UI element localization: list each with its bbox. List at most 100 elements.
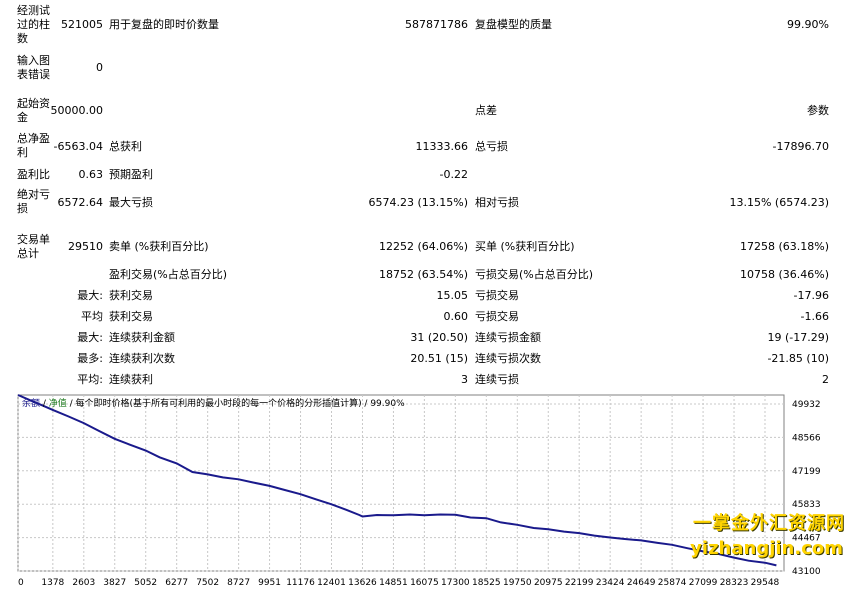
x-tick-label: 17300: [441, 578, 470, 588]
x-tick-label: 29548: [751, 578, 780, 588]
profit-factor-value: 0.63: [78, 168, 104, 181]
net-profit-value: -6563.04: [53, 140, 103, 153]
balance-series-line: [17, 394, 777, 567]
profit-factor-label: 盈利比: [17, 168, 50, 181]
average-loss-value: -1.66: [800, 310, 829, 323]
x-tick-label: 14851: [379, 578, 408, 588]
profit-trades-label: 盈利交易(%占总百分比): [109, 268, 228, 281]
average-loss-label: 亏损交易: [475, 310, 519, 323]
abs-drawdown-value: 6572.64: [57, 196, 104, 209]
x-tick-label: 9951: [258, 578, 281, 588]
y-tick-label: 44467: [792, 534, 821, 544]
gross-profit-label: 总获利: [109, 140, 142, 153]
total-trades-value: 29510: [68, 240, 103, 253]
loss-trades-value: 10758 (36.46%): [739, 268, 829, 281]
balance-chart: 49932 48566 47199 45833 44467 43100 0 1378 2603…: [17, 394, 821, 588]
max-prefix: 最大:: [77, 331, 103, 344]
gross-loss-value: -17896.70: [772, 140, 829, 153]
deposit-label: 起始资金: [17, 97, 50, 124]
max-consec-losses-label: 连续亏损金额: [475, 331, 541, 344]
y-tick-label: 43100: [792, 567, 821, 577]
x-tick-label: 6277: [165, 578, 188, 588]
abs-drawdown-label: 绝对亏损: [17, 188, 50, 215]
max-consec-losses-value: 19 (-17.29): [767, 331, 829, 344]
ticks-value: 587871786: [405, 18, 468, 31]
y-axis-ticks: 49932 48566 47199 45833 44467 43100: [792, 400, 821, 577]
mismatch-label: 输入图表错误: [17, 54, 50, 81]
x-tick-label: 20975: [534, 578, 563, 588]
x-tick-label: 22199: [565, 578, 594, 588]
x-tick-label: 27099: [689, 578, 718, 588]
short-trades-value: 12252 (64.06%): [378, 240, 468, 253]
x-tick-label: 23424: [596, 578, 625, 588]
long-trades-label: 买单 (%获利百分比): [475, 240, 575, 253]
x-tick-label: 25874: [658, 578, 687, 588]
mismatch-value: 0: [96, 61, 103, 74]
x-tick-label: 16075: [410, 578, 439, 588]
max-consec-loss-label: 连续亏损次数: [475, 352, 541, 365]
x-tick-label: 2603: [72, 578, 95, 588]
x-tick-label: 28323: [720, 578, 749, 588]
max-consec-profit-value: 20.51 (15): [410, 352, 468, 365]
grid: [17, 395, 784, 572]
spread-value: 参数: [807, 104, 829, 117]
avg-consec-wins-value: 3: [461, 373, 468, 386]
short-trades-label: 卖单 (%获利百分比): [109, 240, 209, 253]
x-tick-label: 13626: [348, 578, 377, 588]
net-profit-label: 总净盈利: [17, 132, 50, 159]
ticks-label: 用于复盘的即时价数量: [109, 18, 219, 31]
gross-loss-label: 总亏损: [475, 140, 508, 153]
rel-drawdown-value: 13.15% (6574.23): [729, 196, 829, 209]
x-tick-label: 19750: [503, 578, 532, 588]
avg-consec-wins-label: 连续获利: [109, 373, 153, 386]
x-tick-label: 18525: [472, 578, 501, 588]
largest-loss-label: 亏损交易: [475, 289, 519, 302]
y-tick-label: 47199: [792, 467, 821, 477]
quality-value: 99.90%: [787, 18, 829, 31]
chart-legend: 余额 / 净值 / 每个即时价格(基于所有可利用的最小时段的每一个价格的分形插值…: [22, 397, 405, 409]
avg-prefix: 平均:: [77, 373, 103, 386]
deposit-value: 50000.00: [50, 104, 104, 117]
expected-payoff-value: -0.22: [439, 168, 468, 181]
x-tick-label: 0: [18, 578, 24, 588]
x-tick-label: 1378: [41, 578, 64, 588]
most-prefix: 最多:: [77, 352, 103, 365]
max-consec-loss-value: -21.85 (10): [767, 352, 829, 365]
x-axis-ticks: 0 1378 2603 3827 5052 6277 7502 8727 9951 11176 12…: [18, 578, 780, 588]
y-tick-label: 48566: [792, 433, 821, 443]
legend-equity: 净值: [49, 397, 67, 409]
max-consec-wins-value: 31 (20.50): [410, 331, 468, 344]
largest-loss-value: -17.96: [793, 289, 829, 302]
total-trades-label: 交易单总计: [17, 233, 50, 260]
legend-balance: 余额: [22, 397, 40, 409]
largest-profit-value: 15.05: [436, 289, 469, 302]
watermark-cn: 一掌金外汇资源网: [693, 513, 845, 534]
x-tick-label: 5052: [134, 578, 157, 588]
largest-profit-label: 获利交易: [109, 289, 153, 302]
max-drawdown-value: 6574.23 (13.15%): [368, 196, 468, 209]
x-tick-label: 11176: [286, 578, 315, 588]
y-tick-label: 49932: [792, 400, 821, 410]
y-tick-label: 45833: [792, 500, 821, 510]
watermark-url: yizhangjin.com: [690, 538, 843, 559]
profit-trades-value: 18752 (63.54%): [378, 268, 468, 281]
legend-rest: / 每个即时价格(基于所有可利用的最小时段的每一个价格的分形插值计算) / 99…: [67, 397, 405, 409]
average-profit-value: 0.60: [443, 310, 469, 323]
long-trades-value: 17258 (63.18%): [739, 240, 829, 253]
max-consec-wins-label: 连续获利金额: [109, 331, 175, 344]
loss-trades-label: 亏损交易(%占总百分比): [475, 268, 594, 281]
x-tick-label: 7502: [196, 578, 219, 588]
bars-value: 521005: [61, 18, 103, 31]
legend-sep: /: [40, 399, 49, 409]
gross-profit-value: 11333.66: [415, 140, 469, 153]
spread-label: 点差: [475, 104, 497, 117]
max-drawdown-label: 最大亏损: [109, 196, 153, 209]
avg-consec-losses-label: 连续亏损: [475, 373, 519, 386]
largest-prefix: 最大:: [77, 289, 103, 302]
quality-label: 复盘模型的质量: [475, 18, 552, 31]
x-tick-label: 24649: [627, 578, 656, 588]
x-tick-label: 12401: [317, 578, 346, 588]
expected-payoff-label: 预期盈利: [109, 168, 153, 181]
average-profit-label: 获利交易: [109, 310, 153, 323]
average-prefix: 平均: [81, 310, 103, 323]
